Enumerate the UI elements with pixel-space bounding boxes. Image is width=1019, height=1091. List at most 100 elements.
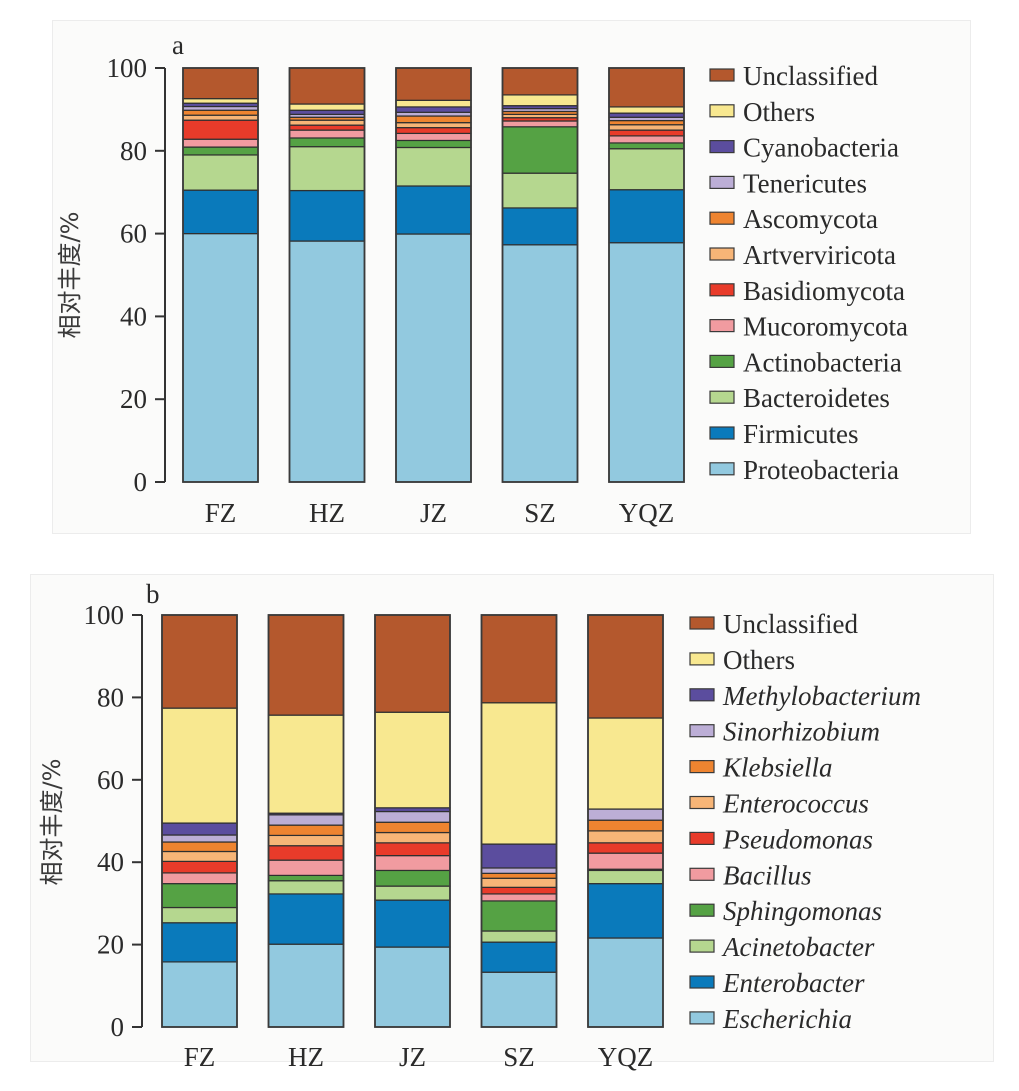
chart-a: a 相对丰度/% 0 20 40 60 80 100 FZ HZ JZ SZ YQZ Unclassifi…	[56, 30, 908, 528]
legend-label: Artverviricota	[743, 240, 896, 270]
legend-swatch	[689, 616, 715, 630]
legend-swatch	[709, 104, 735, 118]
x-tick-label: HZ	[288, 1042, 324, 1072]
bar-segment-bacteroidetes	[288, 146, 366, 192]
bar-segment-artverviricota	[395, 122, 472, 129]
legend-label: Others	[743, 97, 815, 127]
legend-label: Others	[723, 645, 795, 675]
bar-segment-proteobacteria	[395, 233, 472, 483]
bar-segment-actinobacteria	[288, 137, 366, 148]
legend: Unclassified Others Methylobacterium Sinorh…	[689, 609, 921, 1034]
legend-item: Pseudomonas	[689, 824, 873, 854]
legend-item: Artverviricota	[709, 240, 896, 270]
bar-HZ	[288, 67, 366, 483]
bar-outline	[608, 67, 685, 483]
legend-swatch	[709, 283, 735, 297]
bar-outline	[395, 67, 472, 483]
legend-item: Tenericutes	[709, 168, 867, 198]
bar-segment-bacteroidetes	[395, 146, 472, 187]
bar-segment-others	[374, 711, 451, 809]
legend-label: Sinorhizobium	[723, 717, 880, 747]
x-tick-label: SZ	[524, 498, 556, 528]
bar-segment-firmicutes	[501, 207, 579, 246]
y-tick-label: 100	[107, 53, 148, 83]
bar-segment-ascomycota	[395, 115, 472, 124]
bar-segment-klebsiella	[267, 824, 345, 837]
legend-item: Unclassified	[709, 61, 878, 91]
bar-segment-mucoromycota	[608, 135, 685, 144]
legend-swatch	[689, 688, 715, 702]
bar-segment-others	[288, 103, 366, 111]
bar-segment-cyanobacteria	[608, 112, 685, 118]
panel-label: a	[172, 30, 184, 60]
bar-segment-unclassified	[374, 614, 451, 713]
bar-segment-acinetobacter	[480, 930, 558, 943]
x-tick-label: SZ	[503, 1042, 535, 1072]
bar-segment-proteobacteria	[182, 233, 259, 483]
bar-segment-actinobacteria	[182, 146, 259, 156]
bar-segment-others	[608, 106, 685, 114]
legend-item: Bacillus	[689, 860, 812, 890]
bar-segment-basidiomycota	[182, 119, 259, 140]
legend-swatch	[709, 247, 735, 261]
bar-FZ	[161, 614, 238, 1028]
y-tick-label: 80	[97, 682, 124, 712]
bar-segment-unclassified	[587, 614, 664, 719]
bar-segment-klebsiella	[374, 821, 451, 834]
bar-segment-artverviricota	[182, 114, 259, 121]
bar-FZ	[182, 67, 259, 483]
legend-swatch	[689, 939, 715, 953]
bar-segment-artverviricota	[288, 119, 366, 126]
bar-segment-actinobacteria	[395, 139, 472, 149]
bar-segment-pseudomonas	[587, 842, 664, 854]
legend-item: Methylobacterium	[689, 681, 921, 711]
bar-SZ	[480, 614, 558, 1028]
x-tick-label: HZ	[309, 498, 345, 528]
legend-label: Unclassified	[723, 609, 858, 639]
legend-label: Basidiomycota	[743, 276, 905, 306]
bar-segment-mucoromycota	[288, 129, 366, 139]
bar-segment-acinetobacter	[374, 885, 451, 901]
bar-segment-firmicutes	[288, 189, 366, 242]
bar-segment-cyanobacteria	[288, 109, 366, 115]
bar-segment-others	[267, 714, 345, 814]
bar-segment-sphingomonas	[161, 883, 238, 909]
bar-segment-unclassified	[501, 67, 579, 96]
bar-segment-klebsiella	[480, 872, 558, 879]
bar-segment-enterobacter	[374, 899, 451, 948]
bar-segment-klebsiella	[587, 819, 664, 832]
bar-segment-basidiomycota	[288, 124, 366, 131]
y-tick-label: 100	[84, 600, 125, 630]
y-tick-label: 40	[120, 301, 147, 331]
legend-label: Tenericutes	[743, 168, 867, 198]
bar-segment-actinobacteria	[501, 126, 579, 174]
y-axis-label: 相对丰度/%	[38, 759, 66, 886]
bar-outline	[480, 614, 558, 1028]
y-tick-label: 40	[97, 847, 124, 877]
bar-segment-methylobacterium	[161, 822, 238, 836]
bar-JZ	[395, 67, 472, 483]
y-tick-label: 0	[134, 467, 148, 497]
bar-segment-unclassified	[161, 614, 238, 709]
bar-segment-enterobacter	[161, 922, 238, 963]
bar-outline	[374, 614, 451, 1028]
legend-item: Mucoromycota	[709, 312, 908, 342]
panel-label: b	[146, 579, 160, 609]
y-tick-label: 20	[120, 384, 147, 414]
bar-segment-bacillus	[161, 872, 238, 885]
legend-label: Enterococcus	[722, 789, 869, 819]
legend-item: Klebsiella	[689, 753, 833, 783]
bar-segment-actinobacteria	[608, 142, 685, 150]
bar-segment-sinorhizobium	[374, 810, 451, 823]
bar-segment-bacteroidetes	[608, 148, 685, 191]
bar-segment-sinorhizobium	[267, 814, 345, 826]
legend-swatch	[689, 1011, 715, 1025]
bar-segment-enterobacter	[267, 893, 345, 945]
bar-segment-ascomycota	[608, 119, 685, 126]
bar-segment-methylobacterium	[480, 843, 558, 869]
bar-segment-acinetobacter	[161, 906, 238, 924]
x-tick-label: JZ	[399, 1042, 426, 1072]
bar-segment-unclassified	[182, 67, 259, 100]
legend-item: Sinorhizobium	[689, 717, 880, 747]
bar-outline	[267, 614, 345, 1028]
